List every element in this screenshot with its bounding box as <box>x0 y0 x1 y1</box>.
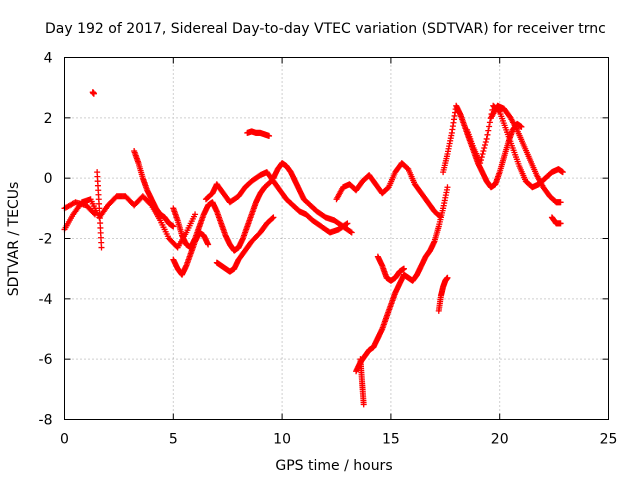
series-arc-s <box>487 102 564 206</box>
series-arc-h <box>202 169 351 236</box>
x-tick-label: 25 <box>600 432 618 448</box>
data-point <box>91 211 98 218</box>
series-arc-e <box>131 148 177 230</box>
grid-lines <box>64 57 609 420</box>
series-arc-p <box>435 274 451 314</box>
data-points <box>61 89 566 408</box>
data-point <box>478 154 485 161</box>
data-point <box>518 123 525 130</box>
x-axis-label: GPS time / hours <box>275 458 392 474</box>
chart-title: Day 192 of 2017, Sidereal Day-to-day VTE… <box>45 21 606 37</box>
series-arc-g <box>170 229 212 278</box>
data-point <box>270 214 277 221</box>
y-axis-label: SDTVAR / TECUs <box>6 182 22 297</box>
series-arc-k <box>270 160 355 236</box>
data-point <box>481 145 488 151</box>
data-point <box>557 199 564 206</box>
plot-frame <box>64 57 609 420</box>
data-point <box>482 138 489 145</box>
data-point <box>192 211 199 218</box>
x-tick-label: 0 <box>60 432 69 448</box>
data-point <box>98 244 105 251</box>
data-point <box>444 184 451 191</box>
data-point <box>90 90 97 97</box>
data-point <box>360 401 367 408</box>
data-point <box>482 141 489 148</box>
data-point <box>559 169 566 176</box>
data-point <box>479 151 486 158</box>
data-point <box>557 220 564 227</box>
data-point <box>266 132 273 139</box>
y-tick-label: 0 <box>44 171 53 187</box>
series-arc-c <box>94 169 105 251</box>
data-point <box>483 135 490 142</box>
data-point <box>477 157 484 164</box>
series-arc-d <box>89 89 97 97</box>
y-tick-label: -4 <box>39 292 53 308</box>
y-tick-label: 4 <box>44 51 53 67</box>
data-point <box>344 220 351 227</box>
series-arc-l <box>333 160 444 221</box>
data-point <box>90 210 97 217</box>
series-arc-r <box>464 102 566 191</box>
data-point <box>269 215 276 222</box>
x-tick-label: 15 <box>382 432 400 448</box>
data-point <box>485 127 492 134</box>
data-point <box>400 265 407 272</box>
y-tick-label: -8 <box>39 413 53 429</box>
data-point <box>484 131 491 138</box>
tick-labels: 0 5 10 15 20 25 -8 -6 -4 -2 0 2 4 <box>39 51 618 448</box>
data-point <box>486 119 493 126</box>
x-tick-label: 10 <box>273 432 291 448</box>
series-arc-t <box>548 214 564 227</box>
data-point <box>205 241 212 248</box>
x-tick-label: 20 <box>491 432 509 448</box>
data-point <box>170 223 177 230</box>
series-arc-i <box>213 214 277 275</box>
series-arc-m <box>353 184 451 375</box>
y-tick-label: -2 <box>39 232 53 248</box>
data-point <box>480 148 487 155</box>
data-point <box>444 274 451 281</box>
x-tick-label: 5 <box>169 432 178 448</box>
data-point <box>348 229 355 236</box>
y-tick-label: -6 <box>39 352 53 368</box>
data-point <box>477 160 484 167</box>
series-arc-j <box>244 128 273 139</box>
series-arc-n <box>357 356 367 408</box>
data-point <box>486 123 493 130</box>
y-tick-label: 2 <box>44 111 53 127</box>
data-point <box>347 228 354 235</box>
series-arc-o <box>374 253 407 284</box>
